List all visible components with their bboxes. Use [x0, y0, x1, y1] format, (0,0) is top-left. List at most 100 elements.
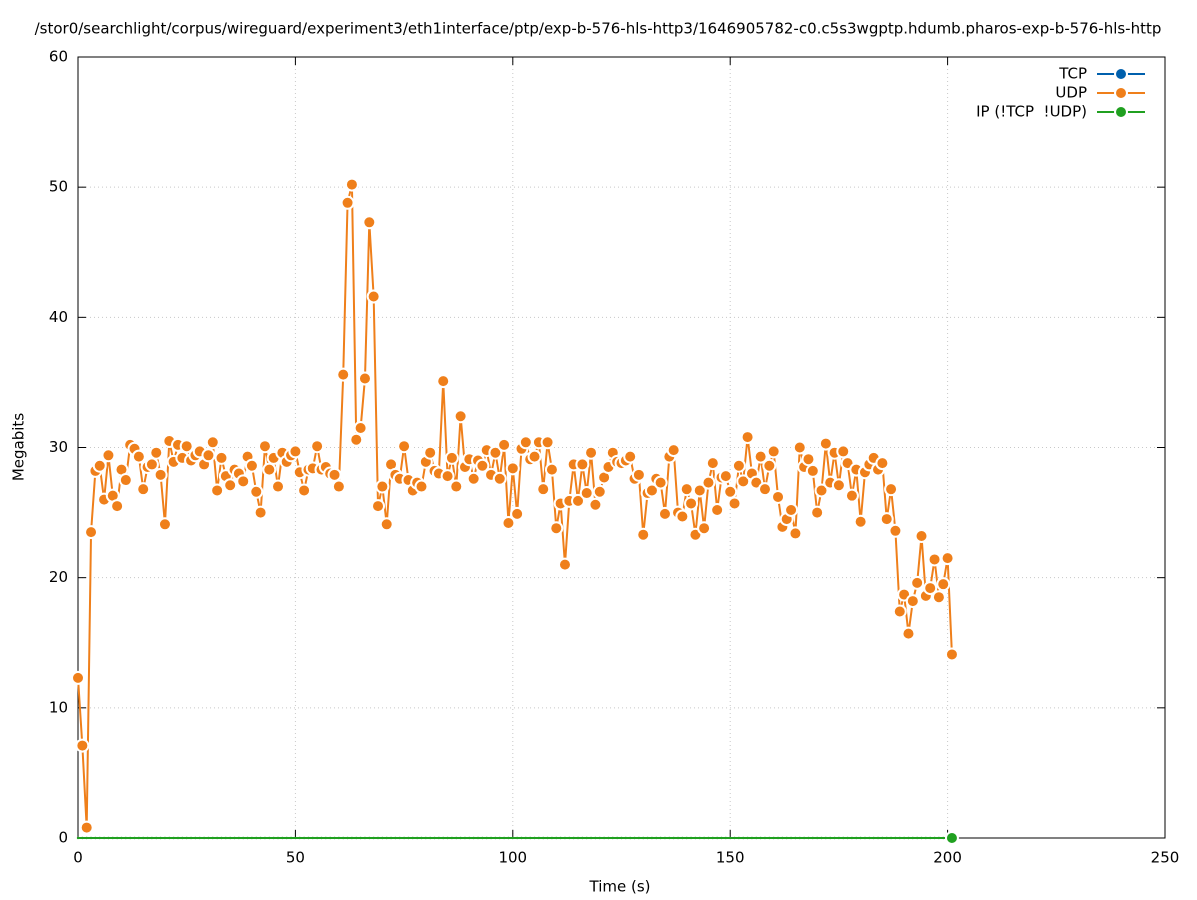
- data-point: [884, 482, 899, 497]
- data-point: [559, 836, 562, 840]
- data-point: [602, 836, 606, 840]
- data-point: [620, 836, 623, 840]
- data-point: [575, 457, 590, 472]
- data-point: [259, 836, 262, 840]
- legend-label: IP (!TCP !UDP): [976, 103, 1087, 121]
- data-point: [642, 836, 645, 840]
- data-point: [453, 409, 468, 424]
- data-point: [794, 836, 797, 840]
- data-point: [736, 474, 751, 489]
- data-point: [914, 529, 929, 544]
- data-point: [459, 836, 462, 840]
- y-tick-label: 0: [58, 829, 68, 847]
- data-point: [910, 575, 925, 590]
- data-point: [707, 836, 710, 840]
- data-point: [120, 836, 123, 840]
- data-point: [937, 836, 941, 840]
- data-point: [836, 444, 851, 459]
- data-point: [588, 497, 603, 512]
- data-point: [311, 836, 314, 840]
- data-point: [415, 836, 419, 840]
- data-point: [711, 836, 715, 840]
- data-point: [907, 836, 910, 840]
- data-point: [829, 836, 832, 840]
- data-point: [92, 458, 107, 473]
- data-point: [402, 836, 406, 840]
- data-point: [297, 483, 312, 498]
- data-point: [763, 836, 767, 840]
- data-point: [771, 489, 786, 504]
- data-point: [653, 475, 668, 490]
- data-point: [546, 836, 549, 840]
- data-point: [788, 526, 803, 541]
- data-point: [98, 836, 101, 840]
- data-point: [689, 836, 693, 840]
- data-point: [272, 836, 275, 840]
- x-tick-label: 50: [286, 849, 305, 867]
- data-point: [868, 836, 871, 840]
- data-point: [511, 836, 514, 840]
- data-point: [379, 517, 394, 532]
- data-point: [84, 525, 99, 540]
- data-point: [837, 836, 841, 840]
- data-point: [492, 471, 507, 486]
- data-point: [801, 452, 816, 467]
- data-point: [920, 836, 923, 840]
- data-point: [263, 836, 267, 840]
- data-point: [766, 444, 781, 459]
- data-point: [398, 836, 401, 840]
- data-point: [792, 440, 807, 455]
- data-point: [898, 836, 901, 840]
- data-point: [414, 479, 429, 494]
- y-tick-label: 50: [49, 178, 68, 196]
- data-point: [555, 836, 558, 840]
- data-point: [676, 836, 680, 840]
- data-point: [585, 836, 588, 840]
- data-point: [357, 371, 372, 386]
- data-point: [929, 836, 932, 840]
- data-point: [888, 523, 903, 538]
- data-point: [110, 499, 125, 514]
- data-point: [568, 836, 571, 840]
- data-point: [340, 195, 355, 210]
- data-point: [505, 461, 520, 476]
- data-point: [328, 836, 332, 840]
- data-point: [811, 836, 815, 840]
- data-point: [720, 836, 723, 840]
- data-point: [194, 836, 197, 840]
- data-point: [211, 836, 214, 840]
- data-point: [746, 836, 749, 840]
- data-point: [859, 836, 862, 840]
- data-point: [831, 478, 846, 493]
- data-point: [681, 836, 684, 840]
- data-point: [331, 479, 346, 494]
- data-point: [257, 439, 272, 454]
- data-point: [436, 374, 451, 389]
- data-point: [762, 458, 777, 473]
- data-point: [350, 836, 354, 840]
- data-point: [598, 836, 601, 840]
- data-point: [805, 463, 820, 478]
- data-point: [476, 836, 480, 840]
- data-point: [157, 517, 172, 532]
- data-point: [611, 836, 615, 840]
- data-point: [672, 836, 675, 840]
- x-tick-label: 0: [73, 849, 83, 867]
- y-axis-label: Megabits: [10, 413, 28, 481]
- data-point: [189, 836, 193, 840]
- data-point: [368, 836, 371, 840]
- data-point: [818, 436, 833, 451]
- data-point: [902, 836, 906, 840]
- data-point: [889, 836, 893, 840]
- data-point: [307, 836, 310, 840]
- data-point: [355, 836, 358, 840]
- data-point: [244, 458, 259, 473]
- data-point: [863, 836, 867, 840]
- data-point: [363, 836, 367, 840]
- data-point: [428, 836, 432, 840]
- data-point: [607, 836, 610, 840]
- data-point: [179, 439, 194, 454]
- data-point: [366, 289, 381, 304]
- data-point: [757, 482, 772, 497]
